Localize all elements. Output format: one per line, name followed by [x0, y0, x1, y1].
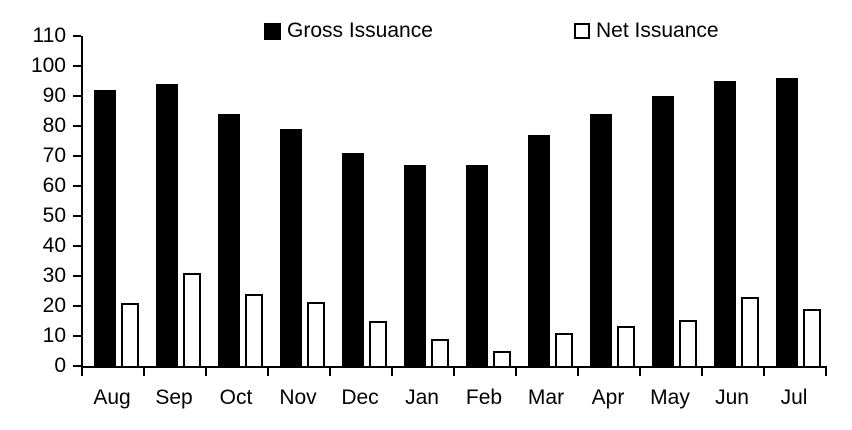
net-issuance-swatch-icon: [574, 23, 590, 39]
gross-issuance-bar: [714, 81, 736, 366]
x-axis-tick: [143, 366, 145, 376]
net-issuance-bar: [245, 294, 263, 366]
gross-issuance-bar: [776, 78, 798, 366]
x-axis-category-label: Aug: [93, 386, 131, 409]
x-axis-tick: [329, 366, 331, 376]
y-axis-tick-label: 0: [54, 354, 66, 377]
x-axis-category-label: May: [650, 386, 690, 409]
y-axis-tick: [73, 185, 81, 187]
y-axis-tick: [73, 95, 81, 97]
y-axis-tick-label: 80: [42, 114, 66, 137]
gross-issuance-bar: [652, 96, 674, 366]
y-axis-tick-label: 10: [42, 324, 66, 347]
net-issuance-bar: [493, 351, 511, 366]
x-axis-tick: [825, 366, 827, 376]
net-issuance-bar: [431, 339, 449, 366]
y-axis-labels: 0 10 20 30 40 50 60 70 80 90 100 110: [0, 0, 66, 430]
y-axis-tick-label: 60: [42, 174, 66, 197]
net-issuance-bar: [617, 325, 635, 366]
y-axis-tick-label: 70: [42, 144, 66, 167]
x-axis-tick: [453, 366, 455, 376]
x-axis-category-label: Dec: [341, 386, 379, 409]
x-axis-category-label: Apr: [591, 386, 625, 409]
gross-issuance-bar: [218, 114, 240, 366]
net-issuance-bar: [679, 319, 697, 366]
legend-label-gross-issuance: Gross Issuance: [287, 19, 433, 42]
x-axis-tick: [701, 366, 703, 376]
x-axis-category-label: Nov: [279, 386, 317, 409]
x-axis-category-label: Jan: [405, 386, 439, 409]
y-axis-tick: [73, 215, 81, 217]
x-axis-tick: [763, 366, 765, 376]
net-issuance-bar: [121, 303, 139, 366]
y-axis-tick: [73, 125, 81, 127]
y-axis-tick-label: 110: [32, 24, 66, 47]
gross-issuance-bar: [404, 165, 426, 366]
x-axis-tick: [81, 366, 83, 376]
net-issuance-bar: [307, 301, 325, 366]
y-axis-tick: [73, 155, 81, 157]
legend-label-net-issuance: Net Issuance: [596, 19, 719, 42]
x-axis-tick: [639, 366, 641, 376]
y-axis-tick-label: 30: [42, 264, 66, 287]
x-axis-category-label: Feb: [465, 386, 503, 409]
y-axis-tick: [73, 335, 81, 337]
net-issuance-bar: [183, 273, 201, 366]
net-issuance-bar: [369, 321, 387, 366]
y-axis-tick-label: 50: [42, 204, 66, 227]
x-axis-tick: [515, 366, 517, 376]
gross-issuance-bar: [466, 165, 488, 366]
legend-item-gross-issuance: Gross Issuance: [264, 20, 433, 42]
gross-issuance-bar: [342, 153, 364, 366]
x-axis-category-label: Jul: [780, 386, 808, 409]
y-axis-tick: [73, 245, 81, 247]
y-axis-tick: [73, 275, 81, 277]
gross-issuance-bar: [280, 129, 302, 366]
y-axis-tick-label: 20: [42, 294, 66, 317]
gross-issuance-bar: [94, 90, 116, 366]
gross-issuance-swatch-icon: [264, 22, 281, 40]
y-axis-tick: [73, 65, 81, 67]
x-axis-category-label: Oct: [219, 386, 253, 409]
plot-area: [73, 35, 827, 376]
x-axis-category-label: Mar: [527, 386, 565, 409]
gross-issuance-bar: [528, 135, 550, 366]
x-axis-category-label: Sep: [155, 386, 193, 409]
x-axis-tick: [577, 366, 579, 376]
gross-issuance-bar: [590, 114, 612, 366]
x-axis-tick: [391, 366, 393, 376]
y-axis-tick-label: 40: [42, 234, 66, 257]
y-axis-tick: [73, 35, 81, 37]
net-issuance-bar: [803, 309, 821, 366]
y-axis-tick-label: 90: [42, 84, 66, 107]
y-axis-tick-label: 100: [30, 54, 66, 77]
x-axis-tick: [205, 366, 207, 376]
x-axis-tick: [267, 366, 269, 376]
net-issuance-bar: [741, 297, 759, 366]
gross-issuance-bar: [156, 84, 178, 366]
x-axis-category-label: Jun: [715, 386, 749, 409]
y-axis-tick: [73, 365, 81, 367]
net-issuance-bar: [555, 333, 573, 366]
y-axis-tick: [73, 305, 81, 307]
legend-item-net-issuance: Net Issuance: [574, 20, 719, 42]
